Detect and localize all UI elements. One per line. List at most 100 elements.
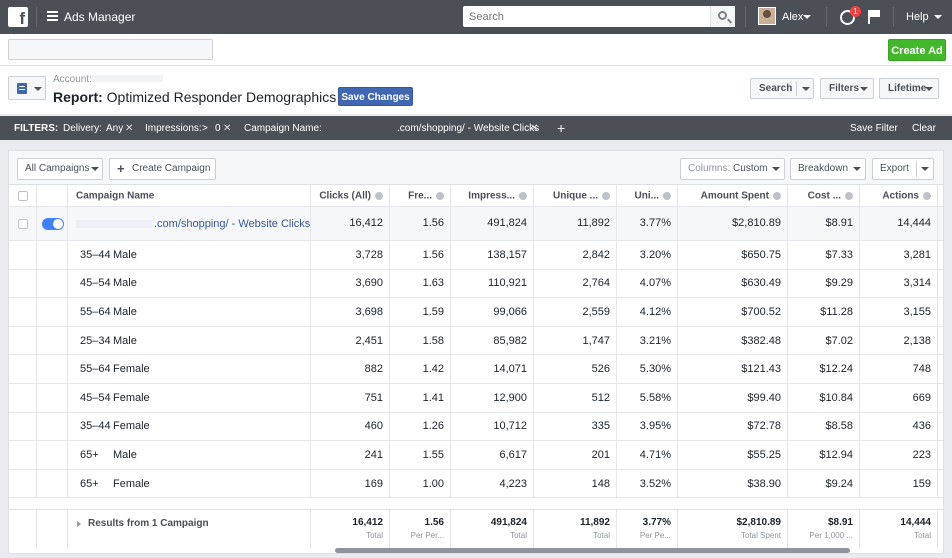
filter-delivery-value[interactable]: Any: [106, 123, 124, 134]
chevron-down-icon[interactable]: [934, 15, 942, 19]
table-cell: $99.40: [678, 384, 788, 412]
column-header-unique-ctr[interactable]: Uni...: [634, 190, 659, 201]
footer-divider: [450, 510, 451, 548]
select-all-checkbox[interactable]: [18, 190, 28, 201]
column-header-unique-clicks[interactable]: Unique ...: [553, 190, 598, 201]
top-navigation-bar: f Ads Manager Alex 1 Help: [0, 0, 952, 34]
account-bar: Create Ad: [0, 34, 952, 66]
avatar[interactable]: [758, 7, 776, 25]
export-dropdown[interactable]: Export: [872, 158, 934, 180]
save-filter-link[interactable]: Save Filter: [850, 123, 898, 134]
filter-delivery-label[interactable]: Delivery:: [63, 123, 102, 134]
filters-button[interactable]: Filters: [820, 78, 874, 99]
info-icon[interactable]: [923, 192, 931, 200]
column-header-actions[interactable]: Actions: [882, 190, 919, 201]
info-icon[interactable]: [773, 192, 781, 200]
table-cell: 35–44 Male: [68, 241, 311, 269]
global-search-input[interactable]: [463, 6, 708, 27]
breakdown-dropdown[interactable]: Breakdown: [790, 158, 866, 180]
info-icon[interactable]: [602, 192, 610, 200]
results-summary[interactable]: Results from 1 Campaign: [88, 518, 209, 529]
all-campaigns-dropdown[interactable]: All Campaigns: [17, 158, 103, 180]
remove-filter-icon[interactable]: ✕: [223, 123, 232, 134]
search-button[interactable]: [710, 6, 735, 27]
table-cell: 138,157: [451, 241, 534, 269]
hamburger-menu-icon[interactable]: [47, 11, 58, 21]
chevron-down-icon[interactable]: [803, 15, 811, 19]
cell-unique-ctr: 3.20%: [639, 248, 671, 261]
search-dropdown-button[interactable]: Search: [750, 78, 814, 99]
save-changes-button[interactable]: Save Changes: [338, 87, 413, 106]
filter-campaign-name-label[interactable]: Campaign Name:: [244, 123, 322, 134]
horizontal-scrollbar[interactable]: [335, 548, 850, 553]
campaign-name-link[interactable]: .com/shopping/ - Website Clicks: [154, 217, 311, 230]
cell-age: 55–64: [80, 363, 111, 376]
table-cell: $7.33: [788, 241, 860, 269]
info-icon[interactable]: [436, 192, 444, 200]
app-title[interactable]: Ads Manager: [64, 10, 136, 24]
cell-actions: 159: [912, 477, 931, 490]
user-name[interactable]: Alex: [782, 11, 804, 23]
create-ad-button[interactable]: Create Ad: [888, 39, 946, 61]
footer-total-unique-ctr: 3.77%: [642, 517, 671, 528]
column-header-cost[interactable]: Cost ...: [807, 190, 841, 201]
column-header-amount-spent[interactable]: Amount Spent: [700, 190, 769, 201]
filter-impressions-label[interactable]: Impressions:: [145, 123, 202, 134]
cell-impressions: 10,712: [493, 420, 527, 433]
remove-filter-icon[interactable]: ✕: [125, 123, 134, 134]
clear-filters-link[interactable]: Clear: [912, 123, 936, 134]
cell-actions: 223: [912, 448, 931, 461]
flag-icon[interactable]: [868, 10, 880, 24]
report-menu-button[interactable]: [8, 76, 46, 100]
info-icon[interactable]: [519, 192, 527, 200]
search-icon: [718, 11, 727, 20]
help-link[interactable]: Help: [906, 11, 929, 23]
table-cell: 460: [311, 412, 390, 441]
campaign-row[interactable]: .com/shopping/ - Website Clicks 16,412 1.5…: [9, 207, 943, 241]
table-cell: 2,451: [311, 326, 390, 355]
report-title-prefix: Report:: [53, 89, 103, 105]
cell-frequency: 1.26: [422, 420, 444, 433]
facebook-logo-icon[interactable]: f: [8, 7, 28, 27]
campaign-status-toggle[interactable]: [42, 217, 64, 230]
info-icon[interactable]: [375, 192, 383, 200]
column-header-campaign-name[interactable]: Campaign Name: [76, 190, 155, 201]
table-cell: 55–64 Male: [68, 298, 311, 326]
table-cell: $12.24: [788, 355, 860, 383]
create-campaign-button[interactable]: + Create Campaign: [109, 158, 216, 180]
globe-notifications-icon[interactable]: [840, 10, 855, 25]
info-icon[interactable]: [845, 192, 853, 200]
expand-arrow-icon[interactable]: [77, 521, 81, 527]
table-cell: [37, 326, 68, 355]
cell-gender: Female: [113, 420, 150, 433]
footer-sublabel-impressions: Total: [510, 531, 527, 540]
table-cell: 2,842: [534, 241, 617, 269]
filter-campaign-name-value[interactable]: .com/shopping/ - Website Clicks: [397, 123, 540, 134]
notification-badge: 1: [850, 6, 861, 17]
cell-clicks: 3,698: [355, 305, 383, 318]
table-cell: 1.56: [390, 241, 451, 269]
column-header-impressions[interactable]: Impress...: [468, 190, 515, 201]
table-cell: 3.21%: [617, 326, 678, 355]
table-cell: 10,712: [451, 412, 534, 441]
table-cell: 110,921: [451, 269, 534, 298]
info-icon[interactable]: [663, 192, 671, 200]
filter-impressions-value[interactable]: 0: [215, 123, 221, 134]
table-cell: 1.42: [390, 355, 451, 383]
columns-dropdown[interactable]: Columns: Custom: [680, 158, 785, 180]
table-cell: 4,223: [451, 469, 534, 498]
filter-impressions-operator[interactable]: >: [202, 123, 208, 134]
table-cell: [9, 469, 37, 498]
column-header-frequency[interactable]: Fre...: [408, 190, 432, 201]
row-checkbox[interactable]: [18, 218, 28, 229]
cell-clicks: 460: [364, 420, 383, 433]
table-cell: 169: [311, 469, 390, 498]
table-cell: 5.58%: [617, 384, 678, 412]
account-selector[interactable]: [8, 39, 213, 60]
remove-filter-icon[interactable]: ✕: [530, 123, 539, 134]
add-filter-icon[interactable]: +: [557, 120, 566, 136]
table-cell: 45–54 Male: [68, 269, 311, 298]
cell-cost: $7.02: [825, 334, 853, 347]
column-header-clicks[interactable]: Clicks (All): [319, 190, 371, 201]
date-range-button[interactable]: Lifetime: [879, 78, 939, 99]
